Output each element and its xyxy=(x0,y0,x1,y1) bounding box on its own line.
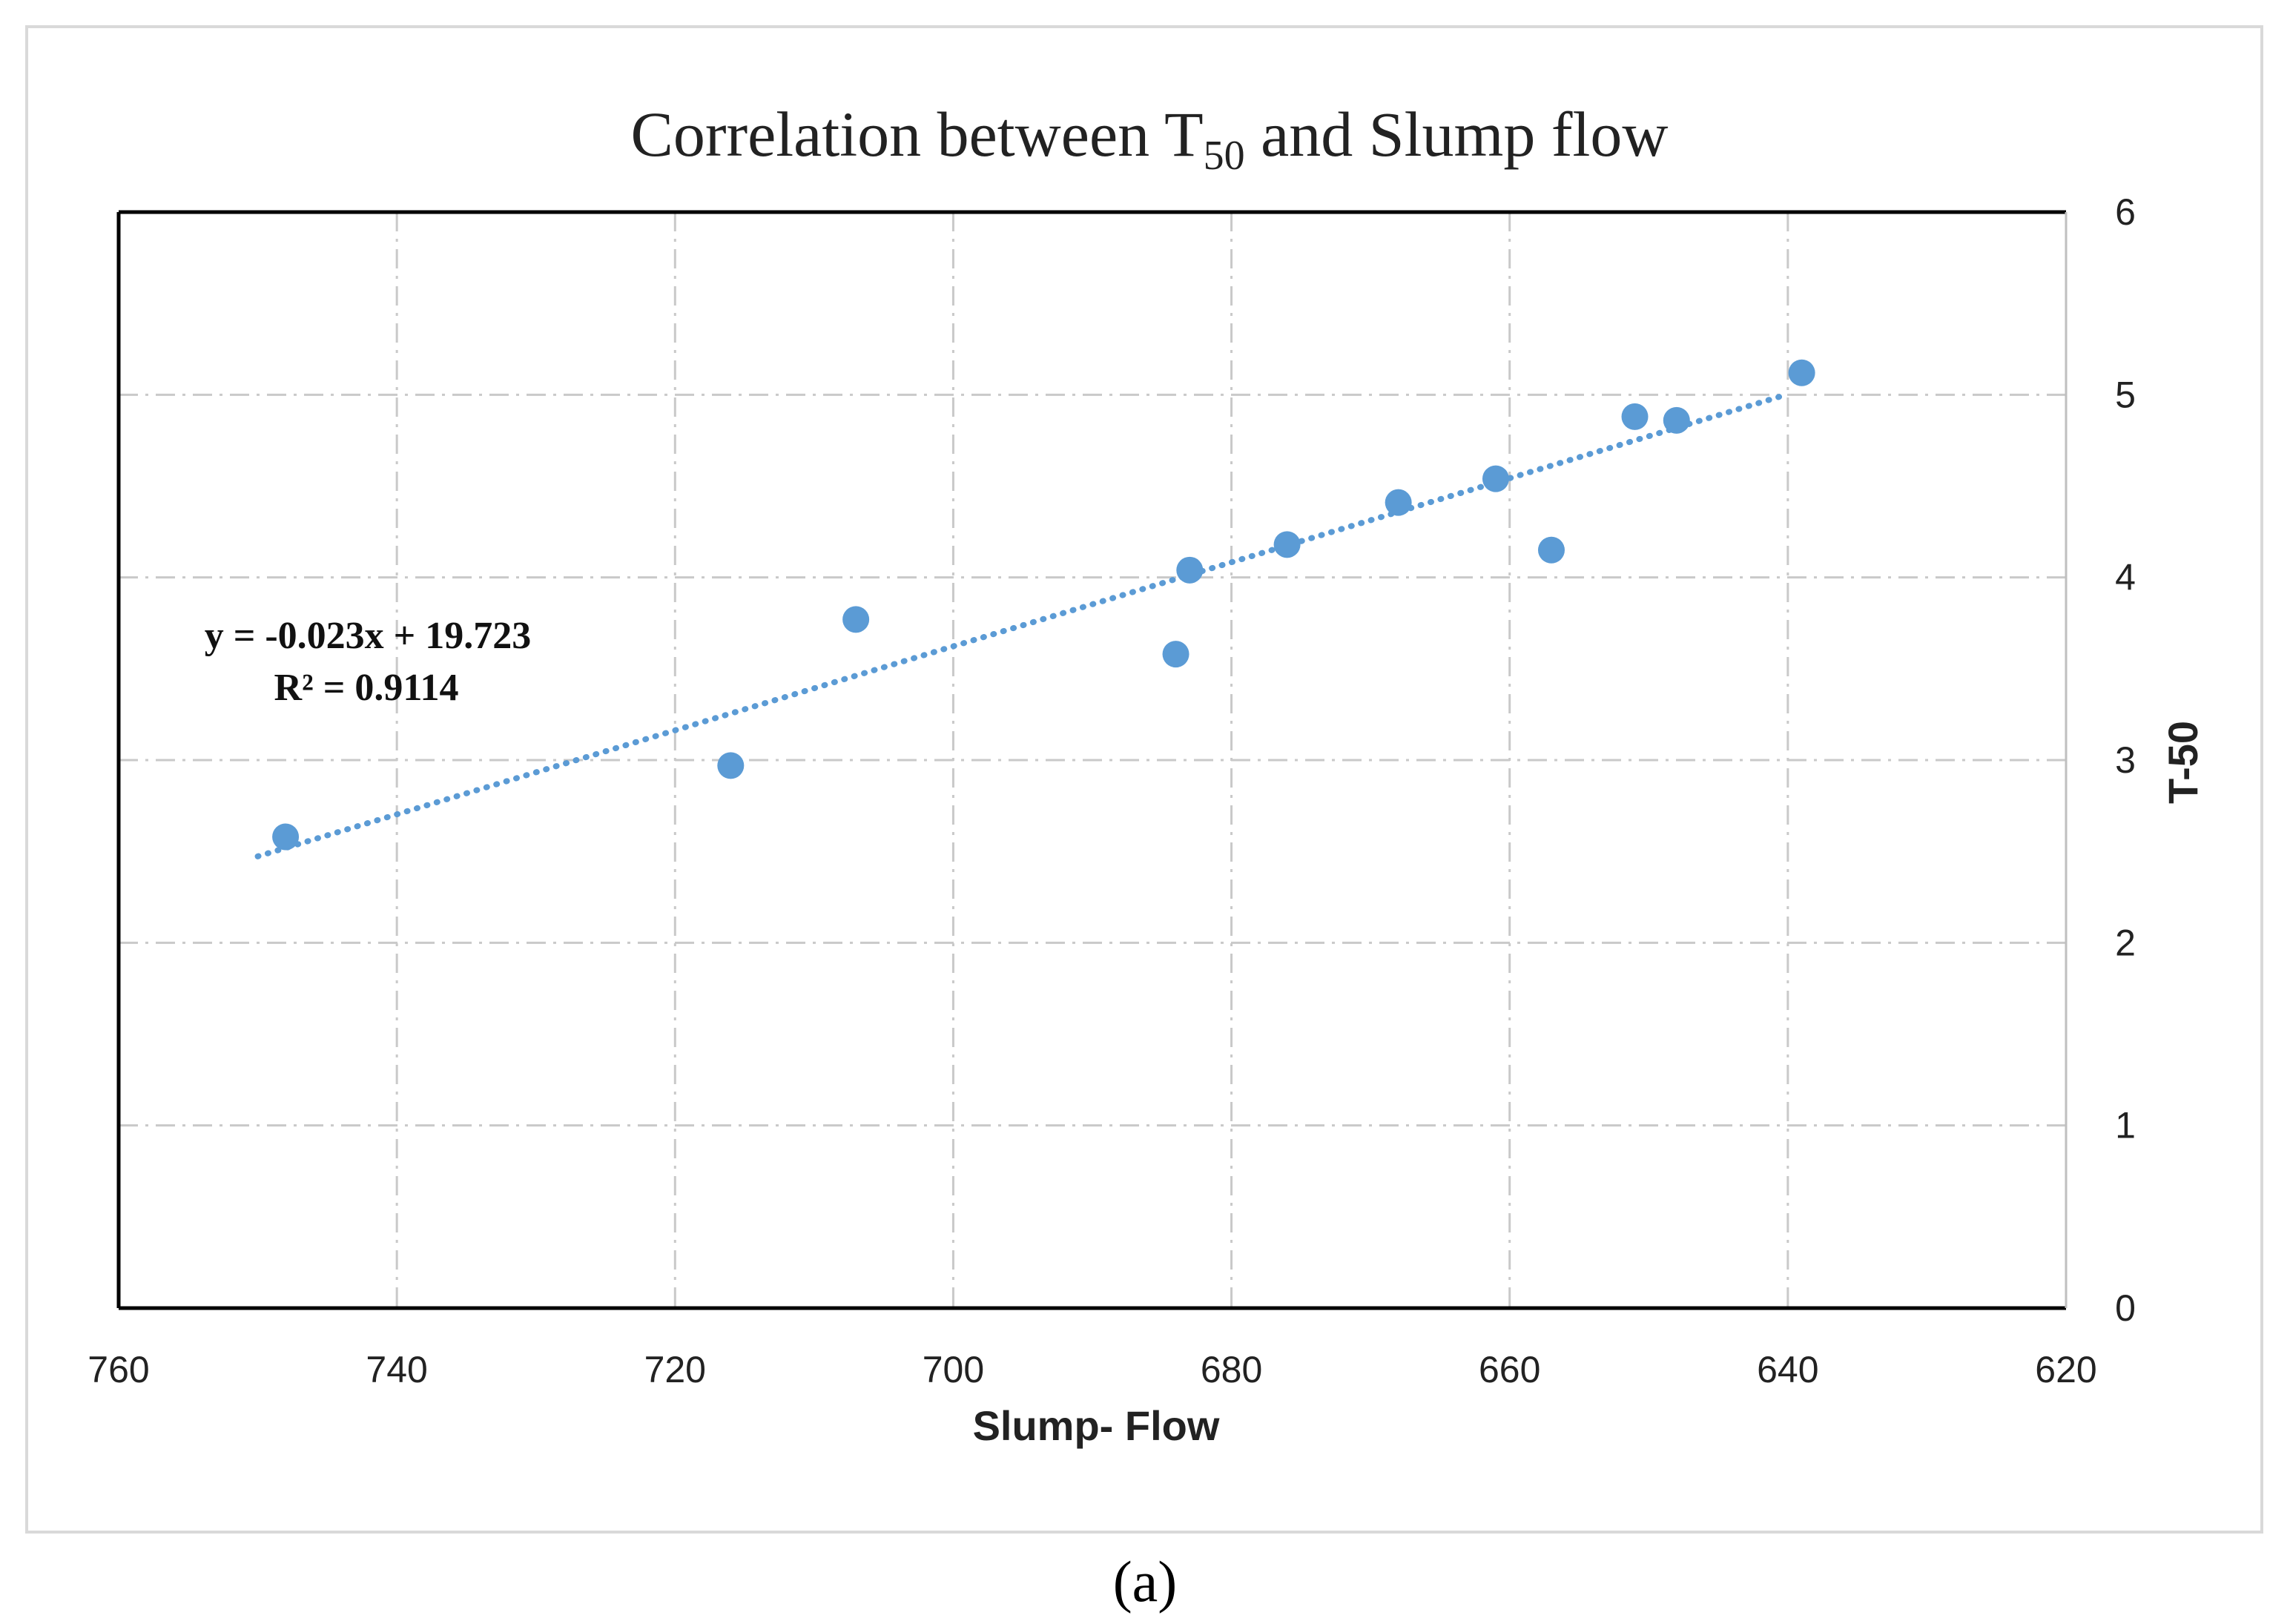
x-tick-label: 720 xyxy=(644,1349,706,1390)
chart-title-main: Correlation between T xyxy=(630,99,1203,170)
data-point xyxy=(1788,359,1815,386)
trendline-group xyxy=(254,391,1791,859)
y-tick-label: 2 xyxy=(2115,922,2136,963)
tick-labels: 760 740 720 700 680 660 640 620 0 1 2 3 4 5 6 xyxy=(88,191,2136,1390)
trendline-equation: y = -0.023x + 19.723 xyxy=(205,615,532,657)
y-tick-label: 1 xyxy=(2115,1105,2136,1146)
y-tick-label: 3 xyxy=(2115,739,2136,781)
data-points xyxy=(272,359,1815,851)
x-tick-label: 760 xyxy=(88,1349,149,1390)
trendline xyxy=(254,391,1791,859)
y-axis-title: T-50 xyxy=(2159,721,2206,804)
figure-caption: (a) xyxy=(1112,1549,1178,1614)
data-point xyxy=(842,606,870,633)
data-point xyxy=(1663,406,1690,434)
data-point xyxy=(272,823,300,851)
data-point xyxy=(1482,465,1509,492)
data-point xyxy=(1176,556,1204,584)
x-tick-label: 680 xyxy=(1201,1349,1262,1390)
chart-title: Correlation between T50 and Slump flow xyxy=(630,99,1668,179)
x-tick-label: 640 xyxy=(1757,1349,1818,1390)
x-axis-title: Slump- Flow xyxy=(973,1402,1220,1449)
data-point xyxy=(1621,403,1649,430)
y-tick-label: 4 xyxy=(2115,557,2136,598)
trendline-r2: R² = 0.9114 xyxy=(274,667,459,709)
chart-title-subscript: 50 xyxy=(1204,133,1245,179)
x-tick-label: 620 xyxy=(2035,1349,2096,1390)
axes xyxy=(116,210,2068,1310)
data-point xyxy=(1273,531,1301,558)
x-tick-label: 700 xyxy=(923,1349,984,1390)
data-point xyxy=(717,752,745,779)
y-tick-label: 6 xyxy=(2115,191,2136,233)
scatter-chart: Correlation between T50 and Slump flow 7… xyxy=(88,99,2206,1449)
data-point xyxy=(1385,489,1412,516)
data-point xyxy=(1162,641,1189,668)
y-tick-label: 5 xyxy=(2115,374,2136,415)
y-tick-label: 0 xyxy=(2115,1287,2136,1329)
data-point xyxy=(1537,536,1565,564)
chart-title-suffix: and Slump flow xyxy=(1245,99,1669,170)
x-tick-label: 660 xyxy=(1479,1349,1540,1390)
chart-frame: Correlation between T50 and Slump flow 7… xyxy=(25,25,2263,1534)
x-tick-label: 740 xyxy=(366,1349,427,1390)
gridlines xyxy=(119,212,2066,1308)
